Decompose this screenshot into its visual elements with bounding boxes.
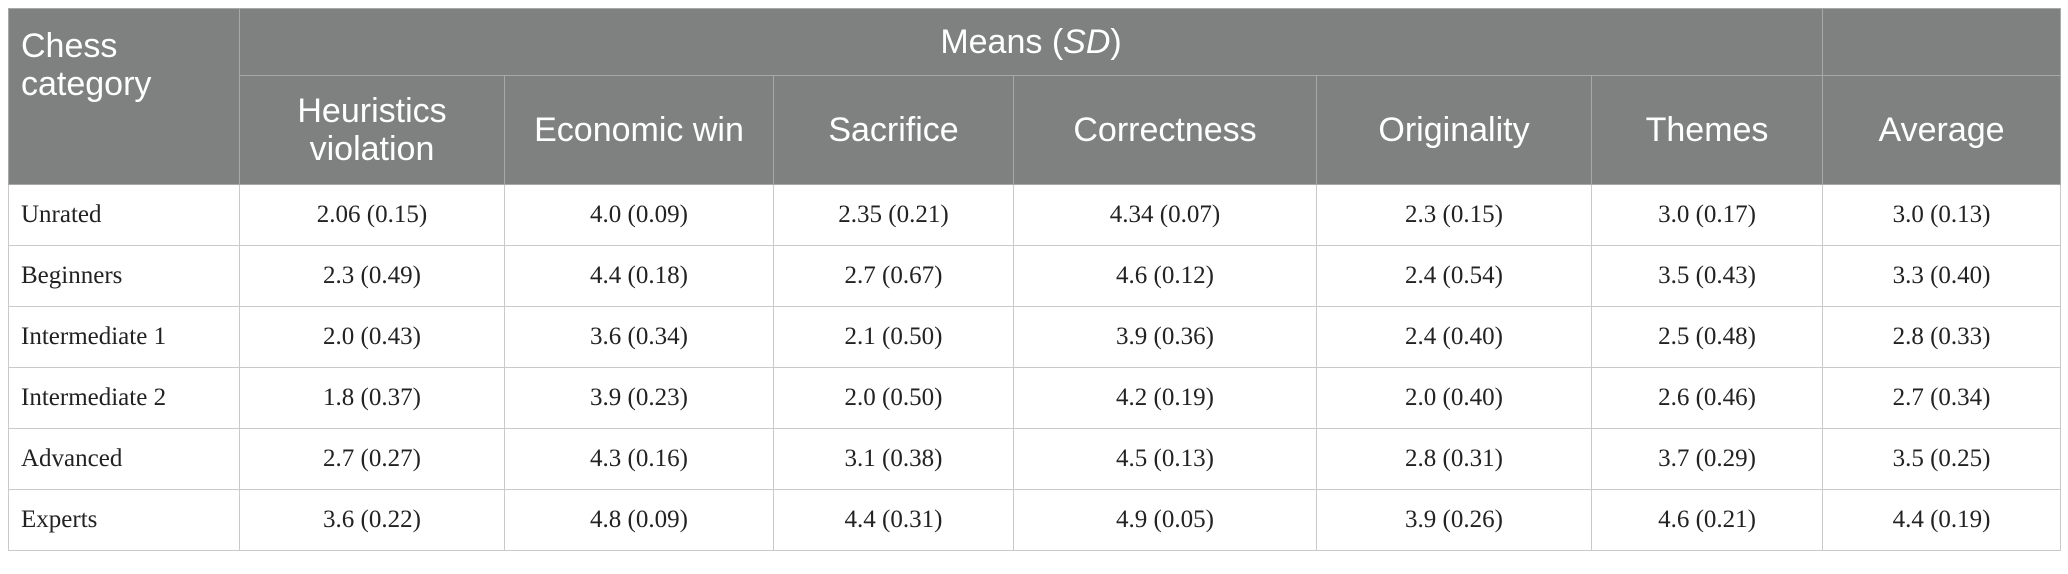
cell-themes: 2.5 (0.48) bbox=[1590, 306, 1824, 368]
cell-sacrifice: 2.0 (0.50) bbox=[773, 367, 1014, 429]
table-row: Beginners 2.3 (0.49) 4.4 (0.18) 2.7 (0.6… bbox=[8, 245, 2062, 307]
cell-correctness: 4.5 (0.13) bbox=[1013, 428, 1317, 490]
means-sd-label: SD bbox=[1063, 23, 1111, 61]
cell-themes: 2.6 (0.46) bbox=[1590, 367, 1824, 429]
row-category: Intermediate 1 bbox=[8, 306, 240, 368]
cell-economic-win: 3.9 (0.23) bbox=[504, 367, 774, 429]
table-body: Unrated 2.06 (0.15) 4.0 (0.09) 2.35 (0.2… bbox=[8, 184, 2062, 551]
cell-heuristics-violation: 2.0 (0.43) bbox=[239, 306, 505, 368]
cell-average: 3.0 (0.13) bbox=[1822, 184, 2062, 246]
cell-themes: 3.0 (0.17) bbox=[1590, 184, 1824, 246]
cell-originality: 2.0 (0.40) bbox=[1316, 367, 1592, 429]
table-container: Chess category Means (SD) Heuristics vio… bbox=[8, 8, 2062, 551]
table-row: Experts 3.6 (0.22) 4.8 (0.09) 4.4 (0.31)… bbox=[8, 489, 2062, 551]
cell-heuristics-violation: 3.6 (0.22) bbox=[239, 489, 505, 551]
cell-average: 3.5 (0.25) bbox=[1822, 428, 2062, 490]
cell-average: 3.3 (0.40) bbox=[1822, 245, 2062, 307]
header-sacrifice: Sacrifice bbox=[773, 75, 1014, 185]
cell-heuristics-violation: 2.7 (0.27) bbox=[239, 428, 505, 490]
cell-correctness: 4.34 (0.07) bbox=[1013, 184, 1317, 246]
cell-sacrifice: 2.1 (0.50) bbox=[773, 306, 1014, 368]
cell-heuristics-violation: 1.8 (0.37) bbox=[239, 367, 505, 429]
cell-originality: 2.4 (0.54) bbox=[1316, 245, 1592, 307]
cell-originality: 2.8 (0.31) bbox=[1316, 428, 1592, 490]
cell-sacrifice: 2.35 (0.21) bbox=[773, 184, 1014, 246]
header-correctness: Correctness bbox=[1013, 75, 1317, 185]
row-category: Unrated bbox=[8, 184, 240, 246]
table-row: Advanced 2.7 (0.27) 4.3 (0.16) 3.1 (0.38… bbox=[8, 428, 2062, 490]
cell-average: 2.8 (0.33) bbox=[1822, 306, 2062, 368]
header-means: Means (SD) bbox=[238, 8, 1824, 76]
cell-sacrifice: 2.7 (0.67) bbox=[773, 245, 1014, 307]
header-economic-win: Economic win bbox=[504, 75, 774, 185]
header-chess-category: Chess category bbox=[8, 8, 240, 185]
cell-originality: 3.9 (0.26) bbox=[1316, 489, 1592, 551]
cell-sacrifice: 4.4 (0.31) bbox=[773, 489, 1014, 551]
cell-heuristics-violation: 2.3 (0.49) bbox=[239, 245, 505, 307]
cell-themes: 4.6 (0.21) bbox=[1590, 489, 1824, 551]
cell-themes: 3.5 (0.43) bbox=[1590, 245, 1824, 307]
cell-correctness: 4.2 (0.19) bbox=[1013, 367, 1317, 429]
cell-economic-win: 4.0 (0.09) bbox=[504, 184, 774, 246]
table-row: Unrated 2.06 (0.15) 4.0 (0.09) 2.35 (0.2… bbox=[8, 184, 2062, 246]
cell-economic-win: 4.8 (0.09) bbox=[504, 489, 774, 551]
row-category: Advanced bbox=[8, 428, 240, 490]
table-row: Intermediate 2 1.8 (0.37) 3.9 (0.23) 2.0… bbox=[8, 367, 2062, 429]
means-label: Means bbox=[940, 23, 1043, 61]
cell-correctness: 4.9 (0.05) bbox=[1013, 489, 1317, 551]
cell-economic-win: 3.6 (0.34) bbox=[504, 306, 774, 368]
header-average: Average bbox=[1822, 75, 2062, 185]
cell-originality: 2.4 (0.40) bbox=[1316, 306, 1592, 368]
cell-themes: 3.7 (0.29) bbox=[1590, 428, 1824, 490]
cell-average: 4.4 (0.19) bbox=[1822, 489, 2062, 551]
cell-originality: 2.3 (0.15) bbox=[1316, 184, 1592, 246]
cell-economic-win: 4.4 (0.18) bbox=[504, 245, 774, 307]
means-table: Chess category Means (SD) Heuristics vio… bbox=[8, 8, 2062, 551]
header-themes: Themes bbox=[1590, 75, 1824, 185]
cell-economic-win: 4.3 (0.16) bbox=[504, 428, 774, 490]
row-category: Beginners bbox=[8, 245, 240, 307]
header-empty-cell bbox=[1822, 8, 2062, 76]
row-category: Experts bbox=[8, 489, 240, 551]
table-row: Intermediate 1 2.0 (0.43) 3.6 (0.34) 2.1… bbox=[8, 306, 2062, 368]
cell-correctness: 3.9 (0.36) bbox=[1013, 306, 1317, 368]
cell-correctness: 4.6 (0.12) bbox=[1013, 245, 1317, 307]
header-row-columns: Heuristics violation Economic win Sacrif… bbox=[9, 75, 2062, 185]
header-row-top: Chess category Means (SD) bbox=[8, 8, 2062, 185]
means-sd-close: ) bbox=[1110, 23, 1122, 61]
cell-heuristics-violation: 2.06 (0.15) bbox=[239, 184, 505, 246]
means-sd-open: ( bbox=[1051, 23, 1064, 61]
cell-average: 2.7 (0.34) bbox=[1822, 367, 2062, 429]
row-category: Intermediate 2 bbox=[8, 367, 240, 429]
header-originality: Originality bbox=[1316, 75, 1592, 185]
cell-sacrifice: 3.1 (0.38) bbox=[773, 428, 1014, 490]
header-heuristics-violation: Heuristics violation bbox=[239, 75, 505, 185]
table-header: Chess category Means (SD) Heuristics vio… bbox=[8, 8, 2062, 185]
